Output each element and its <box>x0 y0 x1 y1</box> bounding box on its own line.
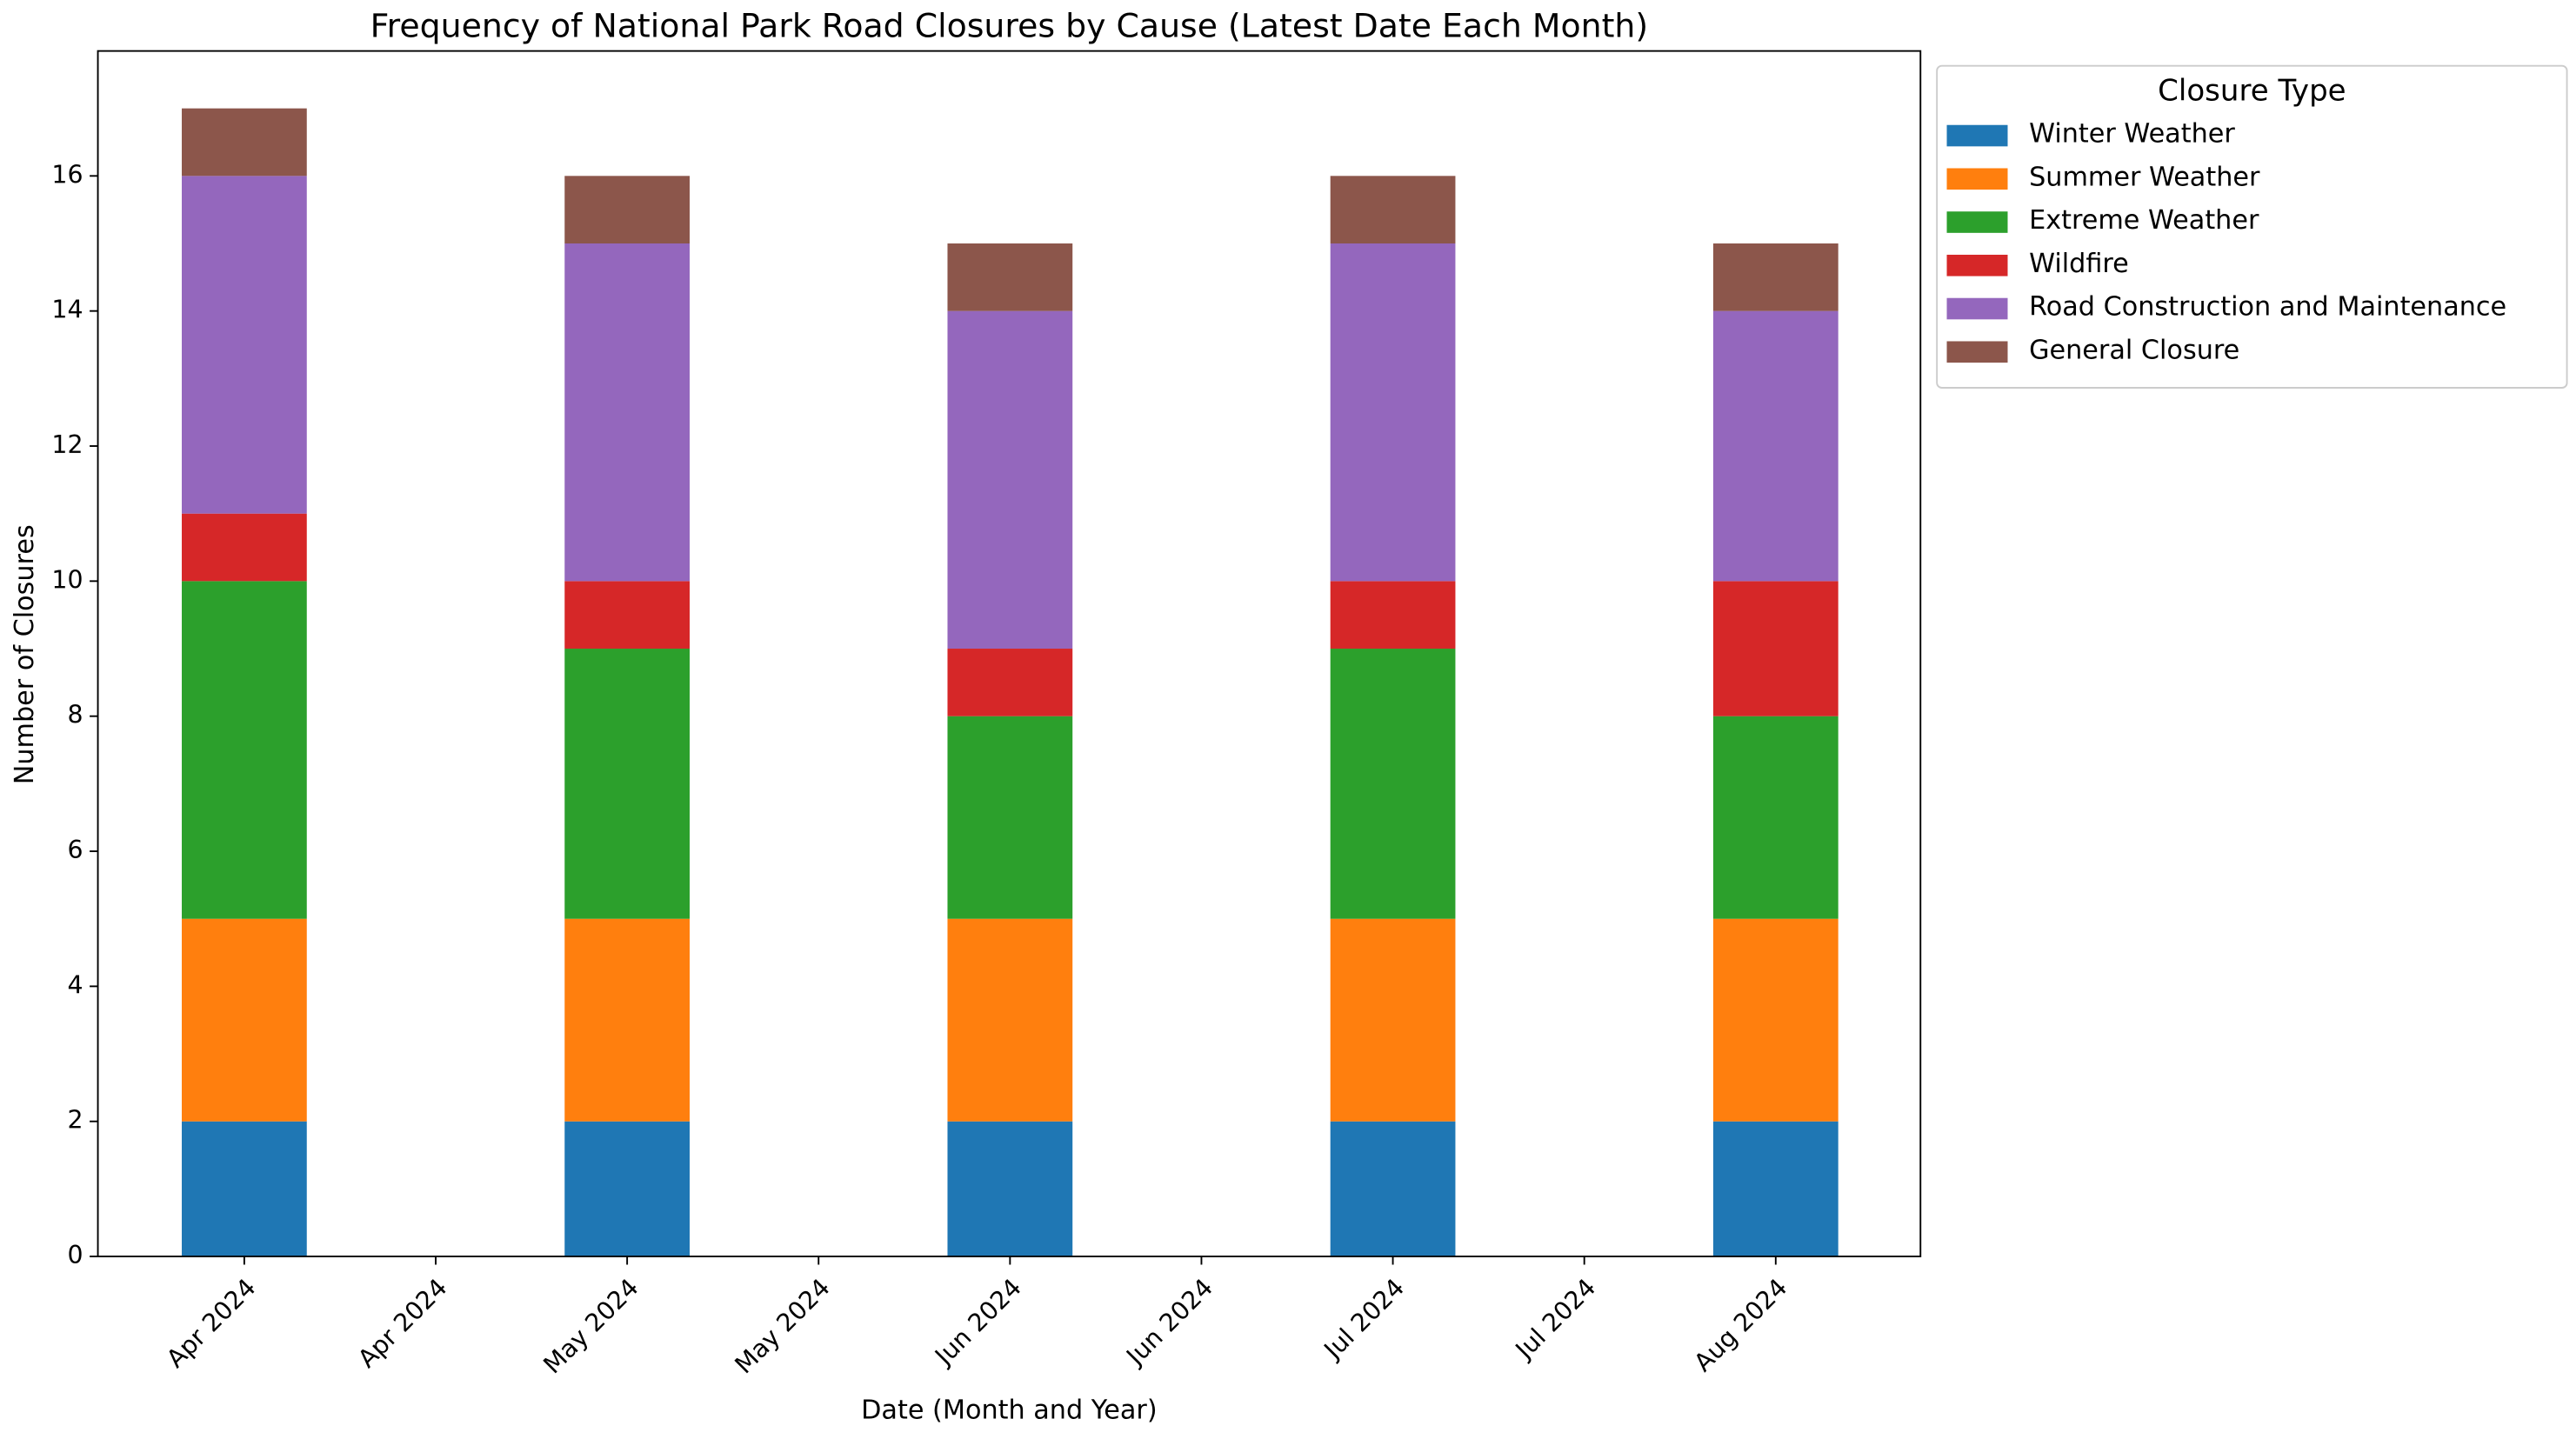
bar-segment <box>947 1121 1073 1257</box>
bar-segment <box>1712 243 1839 311</box>
chart-title: Frequency of National Park Road Closures… <box>370 7 1649 45</box>
bar-segment <box>1330 176 1456 243</box>
bar-segment <box>1712 716 1839 919</box>
bar-segment <box>1712 1121 1839 1257</box>
x-axis-label: Date (Month and Year) <box>861 1395 1158 1425</box>
bar-segment <box>1712 310 1839 582</box>
y-tick-label: 6 <box>67 836 83 864</box>
legend-label: General Closure <box>2029 335 2239 365</box>
legend-swatch <box>1946 124 2008 147</box>
bar-segment <box>1330 1121 1456 1257</box>
bar-segment <box>182 1121 307 1257</box>
bar-segment <box>182 176 307 514</box>
bar-segment <box>564 581 690 650</box>
bar-segment <box>564 649 690 919</box>
bar-segment <box>1712 918 1839 1122</box>
bar-segment <box>1330 649 1456 919</box>
legend-label: Winter Weather <box>2029 119 2235 150</box>
y-tick-label: 14 <box>51 296 83 324</box>
legend-label: Road Construction and Maintenance <box>2029 292 2506 323</box>
bar-segment <box>182 581 307 919</box>
bar-segment <box>182 513 307 582</box>
bar-segment <box>947 649 1073 716</box>
y-axis-label: Number of Closures <box>10 524 40 784</box>
bar-segment <box>564 918 690 1122</box>
plot-frame <box>97 50 1922 1257</box>
bar-segment <box>182 108 307 177</box>
legend-swatch <box>1946 341 2008 363</box>
bar-segment <box>182 918 307 1122</box>
legend-title: Closure Type <box>2158 73 2346 108</box>
bar-segment <box>1712 581 1839 716</box>
bar-segment <box>1330 581 1456 650</box>
legend-swatch <box>1946 168 2008 190</box>
bar-segment <box>564 243 690 582</box>
legend-label: Wildfire <box>2029 249 2129 279</box>
bar-segment <box>947 918 1073 1122</box>
legend-label: Summer Weather <box>2029 162 2260 192</box>
bar-segment <box>1330 918 1456 1122</box>
legend: Closure Type Winter Weather Summer Weather… <box>1936 64 2568 389</box>
legend-swatch <box>1946 297 2008 320</box>
y-tick-label: 10 <box>51 565 83 594</box>
bar-segment <box>564 176 690 243</box>
y-tick-label: 4 <box>67 970 83 999</box>
bar-segment <box>947 243 1073 311</box>
y-tick-label: 2 <box>67 1106 83 1135</box>
y-tick-label: 0 <box>67 1241 83 1269</box>
legend-swatch <box>1946 211 2008 233</box>
legend-label: Extreme Weather <box>2029 205 2259 236</box>
bar-segment <box>1330 243 1456 582</box>
bar-segment <box>564 1121 690 1257</box>
y-tick-label: 8 <box>67 701 83 729</box>
legend-box <box>1936 64 2568 389</box>
legend-swatch <box>1946 254 2008 276</box>
y-tick-label: 16 <box>51 160 83 189</box>
bar-segment <box>947 716 1073 919</box>
y-tick-label: 12 <box>51 430 83 459</box>
bar-segment <box>947 310 1073 650</box>
